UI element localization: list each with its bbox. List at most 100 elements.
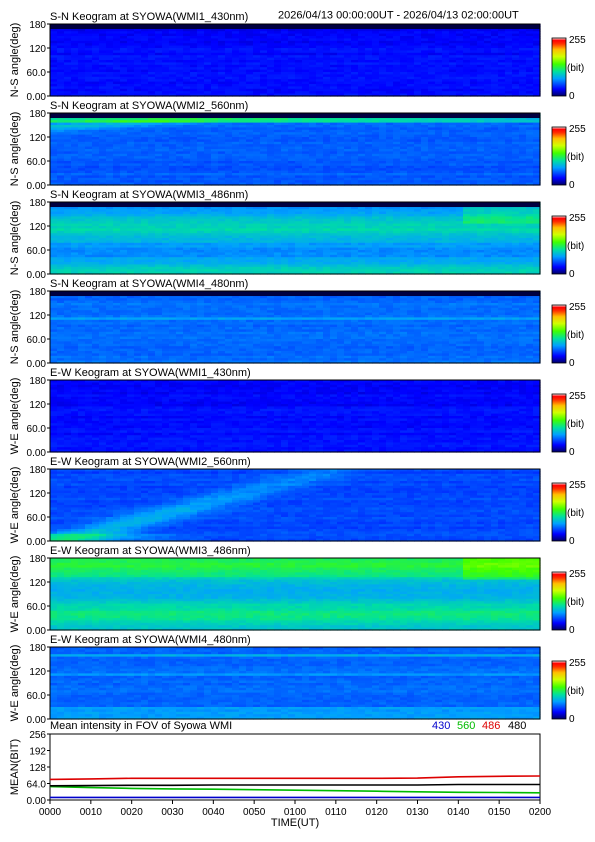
heatmap-cell — [99, 269, 107, 273]
heatmap-cell — [498, 163, 506, 167]
heatmap-cell — [50, 177, 58, 181]
heatmap-cell — [498, 139, 506, 143]
heatmap-cell — [519, 60, 527, 63]
heatmap-cell — [519, 161, 527, 164]
heatmap-cell — [218, 33, 226, 37]
heatmap-cell — [92, 146, 100, 150]
heatmap-cell — [260, 156, 268, 160]
heatmap-cell — [204, 257, 212, 261]
heatmap-cell — [456, 88, 464, 92]
heatmap-cell — [127, 125, 135, 128]
heatmap-cell — [512, 156, 520, 160]
heatmap-cell — [386, 45, 394, 49]
heatmap-cell — [218, 127, 226, 131]
heatmap-cell — [484, 117, 492, 121]
heatmap-cell — [211, 238, 219, 241]
heatmap-cell — [414, 91, 422, 95]
heatmap-cell — [57, 252, 65, 256]
heatmap-cell — [337, 62, 345, 66]
heatmap-cell — [302, 170, 310, 174]
heatmap-cell — [526, 48, 534, 51]
heatmap-cell — [232, 28, 240, 32]
heatmap-cell — [386, 173, 394, 176]
heatmap-cell — [281, 55, 289, 59]
heatmap-cell — [358, 156, 366, 160]
heatmap-cell — [78, 129, 86, 133]
heatmap-cell — [113, 132, 121, 136]
heatmap-cell — [71, 214, 79, 217]
heatmap-cell — [512, 127, 520, 131]
heatmap-cell — [99, 250, 107, 253]
heatmap-cell — [246, 74, 254, 78]
heatmap-cell — [428, 137, 436, 140]
heatmap-cell — [274, 134, 282, 138]
heatmap-cell — [477, 67, 485, 71]
heatmap-cell — [435, 149, 443, 152]
heatmap-cell — [330, 173, 338, 176]
heatmap-cell — [386, 158, 394, 162]
heatmap-cell — [316, 48, 324, 51]
heatmap-cell — [267, 81, 275, 85]
heatmap-cell — [463, 144, 471, 148]
heatmap-cell — [50, 163, 58, 167]
heatmap-cell — [407, 151, 415, 155]
heatmap-cell — [456, 137, 464, 140]
heatmap-cell — [211, 221, 219, 225]
heatmap-cell — [351, 177, 359, 181]
heatmap-cell — [162, 69, 170, 73]
heatmap-cell — [463, 55, 471, 59]
heatmap-cell — [435, 72, 443, 75]
heatmap-cell — [309, 38, 317, 42]
heatmap-cell — [365, 88, 373, 92]
heatmap-cell — [295, 69, 303, 73]
heatmap-cell — [484, 129, 492, 133]
heatmap-cell — [302, 86, 310, 90]
heatmap-cell — [120, 137, 128, 140]
heatmap-cell — [148, 230, 156, 234]
heatmap-cell — [463, 137, 471, 140]
heatmap-cell — [330, 69, 338, 73]
heatmap-cell — [407, 163, 415, 167]
heatmap-cell — [351, 156, 359, 160]
heatmap-cell — [85, 129, 93, 133]
heatmap-cell — [176, 120, 184, 124]
heatmap-cell — [71, 84, 79, 87]
heatmap-cell — [400, 55, 408, 59]
heatmap-cell — [169, 74, 177, 78]
heatmap-cell — [267, 48, 275, 51]
heatmap-cell — [316, 163, 324, 167]
heatmap-cell — [533, 182, 541, 186]
heatmap-cell — [134, 122, 142, 126]
heatmap-cell — [176, 245, 184, 249]
heatmap-cell — [190, 122, 198, 126]
heatmap-cell — [246, 122, 254, 126]
heatmap-cell — [421, 134, 429, 138]
heatmap-cell — [92, 122, 100, 126]
heatmap-cell — [71, 156, 79, 160]
heatmap-cell — [155, 165, 163, 169]
heatmap-cell — [407, 173, 415, 176]
heatmap-cell — [85, 151, 93, 155]
heatmap-cell — [477, 156, 485, 160]
heatmap-cell — [526, 31, 534, 35]
heatmap-cell — [470, 84, 478, 87]
heatmap-cell — [484, 120, 492, 124]
heatmap-cell — [498, 175, 506, 179]
heatmap-cell — [120, 158, 128, 162]
heatmap-cell — [120, 60, 128, 63]
heatmap-cell — [197, 206, 205, 210]
heatmap-cell — [309, 127, 317, 131]
heatmap-cell — [260, 57, 268, 61]
heatmap-cell — [470, 170, 478, 174]
heatmap-cell — [169, 221, 177, 225]
heatmap-cell — [309, 50, 317, 54]
heatmap-cell — [484, 168, 492, 172]
heatmap-cell — [253, 52, 261, 56]
heatmap-cell — [162, 127, 170, 131]
heatmap-cell — [365, 64, 373, 68]
heatmap-cell — [127, 259, 135, 263]
heatmap-cell — [393, 50, 401, 54]
heatmap-cell — [92, 57, 100, 61]
heatmap-cell — [113, 230, 121, 234]
heatmap-cell — [155, 250, 163, 253]
